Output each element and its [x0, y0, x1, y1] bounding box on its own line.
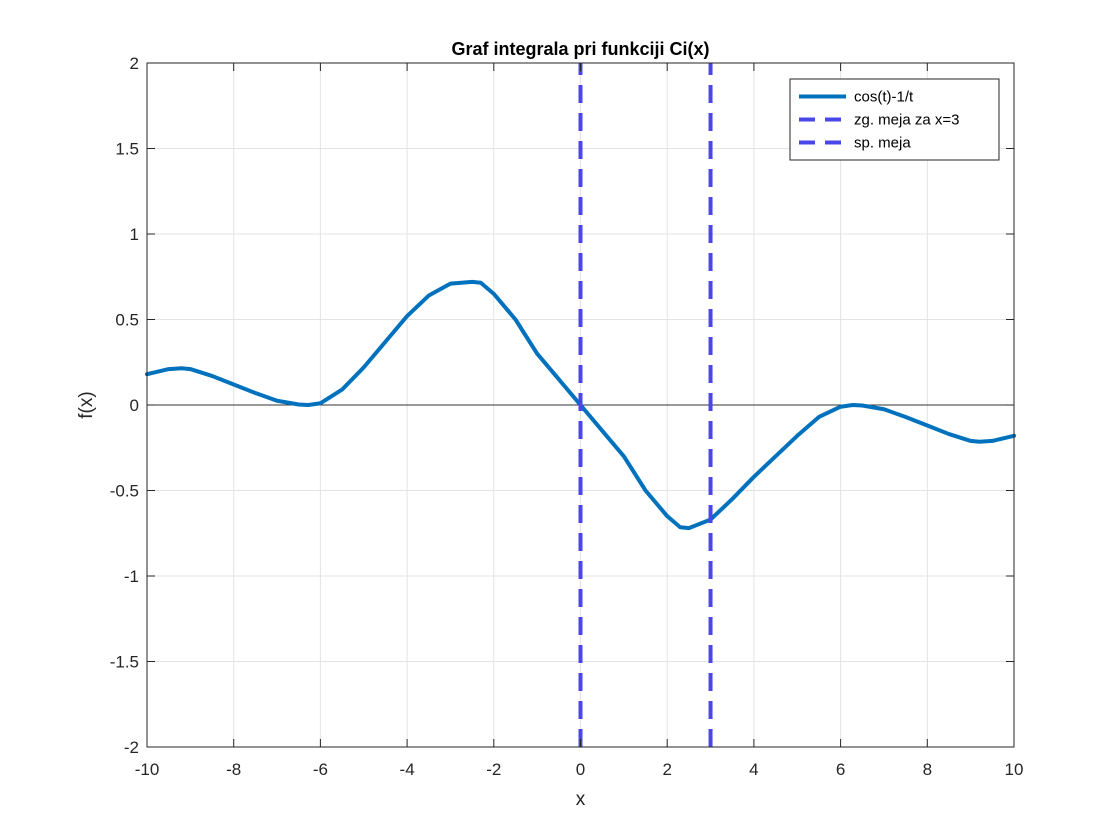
ticks [146, 62, 1015, 748]
y-axis-label: f(x) [76, 391, 97, 418]
legend-box [789, 78, 1000, 161]
x-tick-label: 10 [1005, 760, 1024, 779]
legend-label-3: sp. meja [854, 135, 911, 152]
x-tick-label: -8 [226, 760, 241, 779]
x-tick-label: 6 [836, 760, 845, 779]
chart-title: Graf integrala pri funkciji Ci(x) [451, 39, 709, 59]
y-tick-label: 1.5 [115, 140, 139, 159]
legend: cos(t)-1/t zg. meja za x=3 sp. meja [789, 78, 1000, 161]
y-tick-label: -2 [124, 738, 139, 757]
y-tick-label: -1 [124, 567, 139, 586]
y-tick-label: 0 [130, 396, 139, 415]
x-tick-label: -6 [313, 760, 328, 779]
x-tick-label: 4 [749, 760, 758, 779]
legend-items: cos(t)-1/t zg. meja za x=3 sp. meja [799, 89, 959, 152]
tick-labels: -10 -8 -6 -4 -2 0 2 4 6 8 10 -2 -1.5 -1 -0.5 0 0.5 1 1.5 2 [110, 54, 1024, 779]
x-tick-label: 0 [576, 760, 585, 779]
series-layer [145, 63, 1016, 747]
x-tick-label: -10 [135, 760, 160, 779]
x-tick-label: -2 [486, 760, 501, 779]
x-tick-label: 8 [923, 760, 932, 779]
y-tick-label: 0.5 [115, 311, 139, 330]
x-tick-label: -4 [400, 760, 415, 779]
y-tick-label: 2 [130, 54, 139, 73]
y-tick-label: -1.5 [110, 653, 139, 672]
legend-label-2: zg. meja za x=3 [854, 112, 959, 129]
legend-label-1: cos(t)-1/t [854, 89, 914, 106]
y-tick-label: -0.5 [110, 482, 139, 501]
x-tick-label: 2 [662, 760, 671, 779]
x-axis-label: x [576, 789, 586, 810]
y-tick-label: 1 [130, 225, 139, 244]
